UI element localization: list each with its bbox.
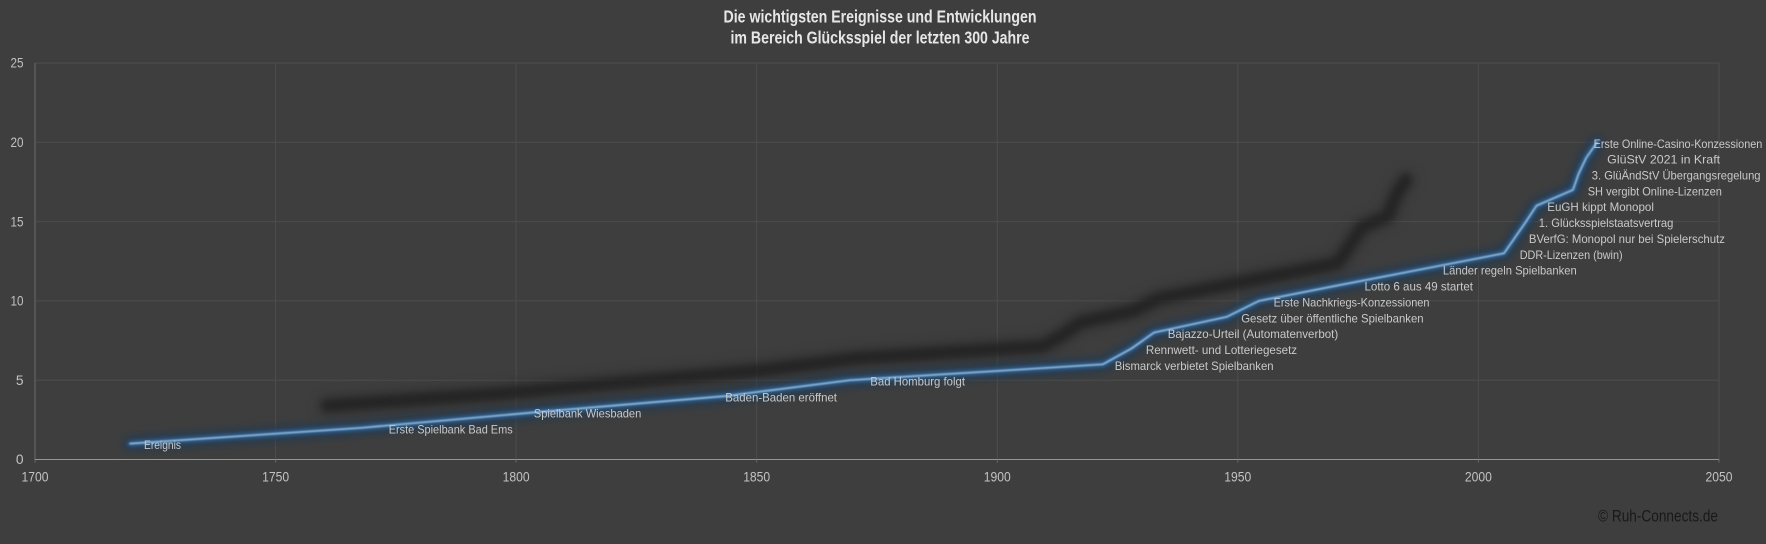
svg-text:Lotto 6 aus 49 startet: Lotto 6 aus 49 startet — [1365, 280, 1474, 294]
svg-text:Erste Nachkriegs-Konzessionen: Erste Nachkriegs-Konzessionen — [1274, 295, 1430, 309]
svg-text:BVerfG: Monopol nur bei Spiele: BVerfG: Monopol nur bei Spielerschutz — [1529, 232, 1725, 246]
svg-text:15: 15 — [11, 214, 24, 229]
svg-text:© Ruh-Connects.de: © Ruh-Connects.de — [1598, 507, 1718, 525]
svg-text:20: 20 — [11, 135, 24, 150]
svg-text:0: 0 — [16, 452, 24, 467]
svg-text:1700: 1700 — [22, 470, 49, 485]
svg-text:5: 5 — [16, 373, 24, 388]
svg-text:1850: 1850 — [743, 470, 770, 485]
svg-text:Erste Online-Casino-Konzession: Erste Online-Casino-Konzessionen — [1594, 137, 1763, 151]
svg-text:Baden-Baden eröffnet: Baden-Baden eröffnet — [725, 391, 837, 405]
svg-text:Bajazzo-Urteil (Automatenverbo: Bajazzo-Urteil (Automatenverbot) — [1168, 327, 1339, 341]
svg-text:10: 10 — [11, 294, 24, 309]
svg-text:GlüStV 2021 in Kraft: GlüStV 2021 in Kraft — [1607, 153, 1721, 167]
svg-text:1750: 1750 — [262, 470, 289, 485]
svg-text:Die wichtigsten Ereignisse und: Die wichtigsten Ereignisse und Entwicklu… — [724, 6, 1037, 26]
svg-text:1900: 1900 — [984, 470, 1011, 485]
svg-text:Länder regeln Spielbanken: Länder regeln Spielbanken — [1443, 264, 1577, 278]
svg-text:EuGH kippt Monopol: EuGH kippt Monopol — [1547, 200, 1654, 214]
svg-text:1950: 1950 — [1224, 470, 1251, 485]
svg-text:Bad Homburg folgt: Bad Homburg folgt — [870, 375, 965, 389]
svg-text:2000: 2000 — [1465, 470, 1492, 485]
svg-text:Rennwett- und Lotteriegesetz: Rennwett- und Lotteriegesetz — [1146, 343, 1297, 357]
svg-text:Ereignis: Ereignis — [144, 438, 181, 452]
svg-text:1800: 1800 — [503, 470, 530, 485]
svg-text:Gesetz über öffentliche Spielb: Gesetz über öffentliche Spielbanken — [1241, 311, 1423, 325]
svg-text:2050: 2050 — [1706, 470, 1733, 485]
svg-text:1. Glücksspielstaatsvertrag: 1. Glücksspielstaatsvertrag — [1539, 216, 1674, 230]
svg-text:Erste Spielbank Bad Ems: Erste Spielbank Bad Ems — [389, 422, 513, 436]
svg-text:im Bereich Glücksspiel der let: im Bereich Glücksspiel der letzten 300 J… — [731, 27, 1030, 47]
svg-text:Bismarck verbietet Spielbanken: Bismarck verbietet Spielbanken — [1115, 359, 1274, 373]
svg-text:DDR-Lizenzen (bwin): DDR-Lizenzen (bwin) — [1520, 248, 1623, 262]
svg-text:25: 25 — [11, 56, 24, 71]
svg-text:3. GlüÄndStV Übergangsregelung: 3. GlüÄndStV Übergangsregelung — [1592, 169, 1761, 183]
svg-text:SH vergibt Online-Lizenzen: SH vergibt Online-Lizenzen — [1588, 184, 1722, 198]
svg-text:Spielbank Wiesbaden: Spielbank Wiesbaden — [534, 406, 642, 420]
